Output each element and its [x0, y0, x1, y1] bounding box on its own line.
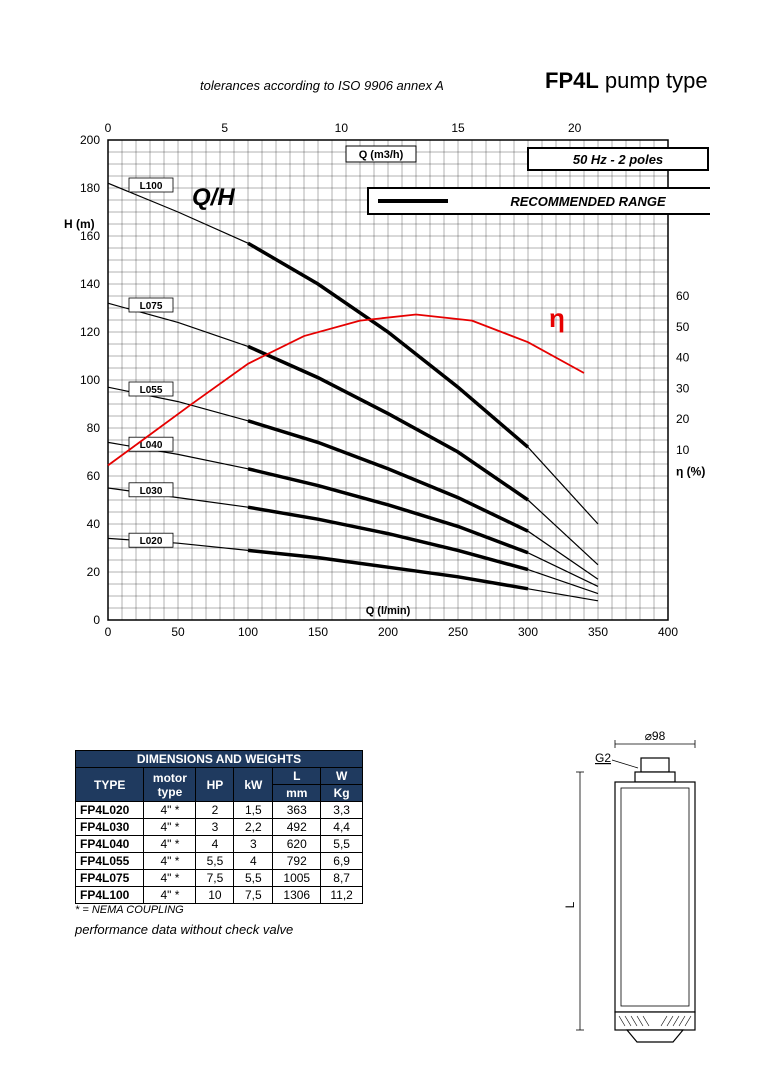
- svg-text:Q (m3/h): Q (m3/h): [359, 149, 404, 161]
- svg-text:η (%): η (%): [676, 465, 705, 479]
- svg-text:100: 100: [238, 625, 258, 639]
- nema-footnote: * = NEMA COUPLING: [75, 904, 363, 916]
- svg-text:L030: L030: [140, 486, 163, 497]
- svg-text:Q/H: Q/H: [192, 184, 235, 211]
- svg-text:100: 100: [80, 373, 100, 387]
- svg-text:0: 0: [105, 625, 112, 639]
- performance-note: performance data without check valve: [75, 922, 363, 937]
- svg-text:80: 80: [87, 421, 101, 435]
- chart-svg: 050100150200250300350400Q (l/min)0510152…: [50, 110, 710, 670]
- dimensions-table: DIMENSIONS AND WEIGHTSTYPEmotortypeHPkWL…: [75, 750, 363, 904]
- svg-text:140: 140: [80, 277, 100, 291]
- svg-text:400: 400: [658, 625, 678, 639]
- svg-text:L020: L020: [140, 536, 163, 547]
- svg-text:50: 50: [676, 320, 690, 334]
- svg-text:L040: L040: [140, 440, 163, 451]
- svg-text:20: 20: [676, 412, 690, 426]
- performance-chart: 050100150200250300350400Q (l/min)0510152…: [50, 110, 710, 670]
- svg-text:L055: L055: [140, 385, 163, 396]
- svg-text:30: 30: [676, 381, 690, 395]
- svg-text:20: 20: [568, 121, 582, 135]
- title-rest: pump type: [599, 68, 708, 93]
- svg-text:RECOMMENDED RANGE: RECOMMENDED RANGE: [510, 194, 666, 209]
- dimensions-table-wrap: DIMENSIONS AND WEIGHTSTYPEmotortypeHPkWL…: [75, 750, 363, 937]
- svg-text:120: 120: [80, 325, 100, 339]
- svg-text:250: 250: [448, 625, 468, 639]
- svg-text:5: 5: [221, 121, 228, 135]
- svg-text:η: η: [549, 303, 565, 333]
- svg-text:0: 0: [105, 121, 112, 135]
- svg-text:⌀98: ⌀98: [645, 730, 666, 743]
- svg-text:180: 180: [80, 181, 100, 195]
- svg-text:200: 200: [378, 625, 398, 639]
- page-title: FP4L pump type: [545, 68, 708, 94]
- svg-text:160: 160: [80, 229, 100, 243]
- svg-text:L: L: [563, 901, 577, 908]
- svg-text:200: 200: [80, 133, 100, 147]
- svg-text:40: 40: [676, 351, 690, 365]
- svg-text:350: 350: [588, 625, 608, 639]
- title-bold: FP4L: [545, 68, 599, 93]
- pump-drawing: ⌀98 G2 L: [560, 730, 720, 1050]
- svg-text:L075: L075: [140, 301, 163, 312]
- svg-text:300: 300: [518, 625, 538, 639]
- svg-text:150: 150: [308, 625, 328, 639]
- svg-text:10: 10: [335, 121, 349, 135]
- svg-text:50: 50: [171, 625, 185, 639]
- svg-text:Q (l/min): Q (l/min): [366, 605, 411, 617]
- svg-text:50 Hz - 2 poles: 50 Hz - 2 poles: [573, 152, 663, 167]
- svg-text:G2: G2: [595, 751, 611, 765]
- svg-text:L100: L100: [140, 181, 163, 192]
- svg-text:60: 60: [87, 469, 101, 483]
- svg-text:H (m): H (m): [64, 217, 95, 231]
- tolerances-note: tolerances according to ISO 9906 annex A: [200, 78, 444, 93]
- svg-text:0: 0: [93, 613, 100, 627]
- svg-text:60: 60: [676, 289, 690, 303]
- pump-svg: ⌀98 G2 L: [560, 730, 720, 1050]
- svg-text:15: 15: [451, 121, 465, 135]
- page: tolerances according to ISO 9906 annex A…: [0, 0, 761, 1076]
- svg-text:20: 20: [87, 565, 101, 579]
- svg-text:40: 40: [87, 517, 101, 531]
- svg-text:10: 10: [676, 443, 690, 457]
